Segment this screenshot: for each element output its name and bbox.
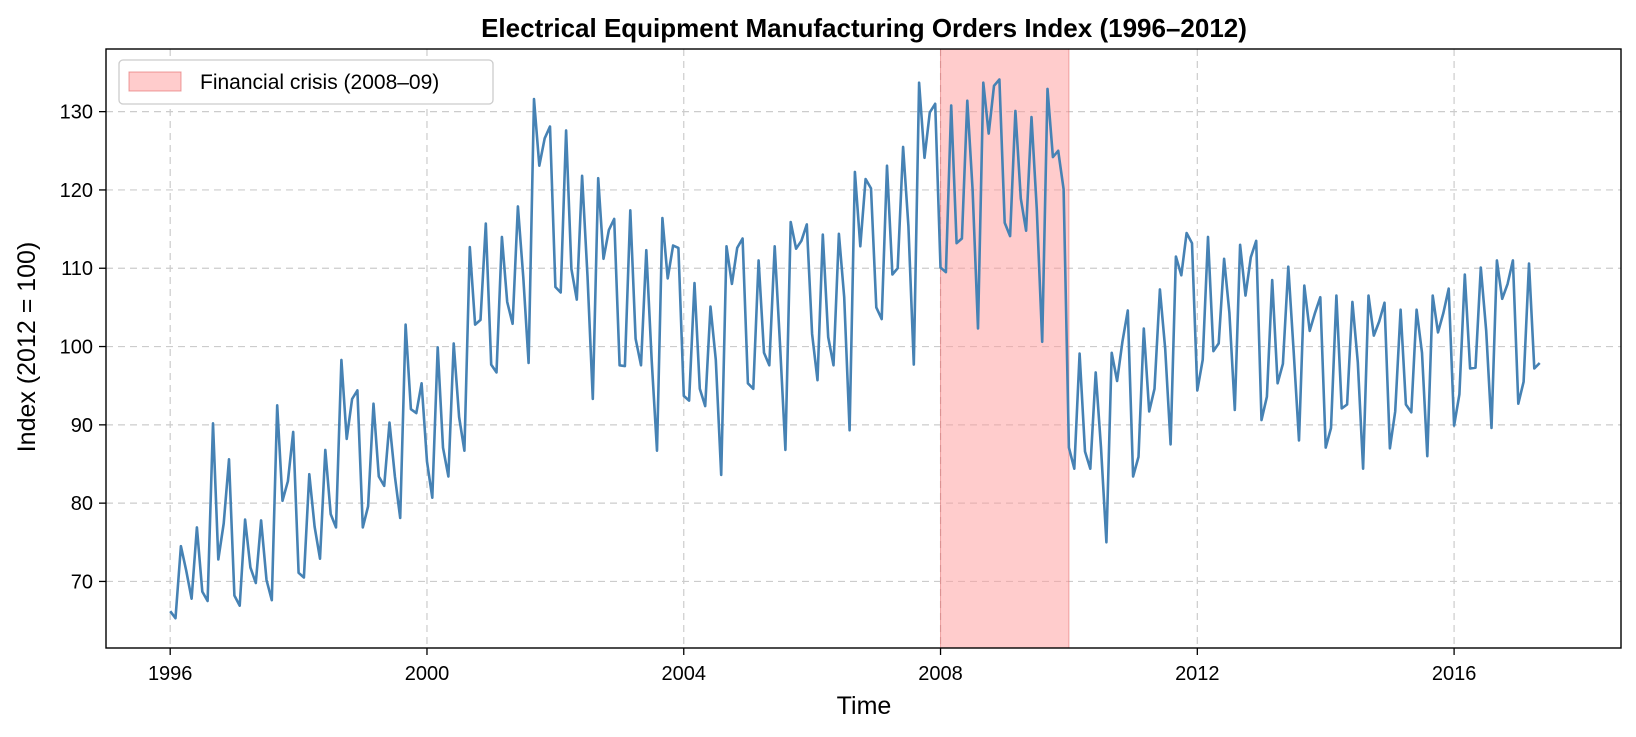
y-tick-label: 110 xyxy=(61,258,93,280)
y-tick-label: 120 xyxy=(60,180,93,202)
x-tick-label: 2004 xyxy=(662,663,707,685)
x-tick-label: 2000 xyxy=(405,663,450,685)
series-line xyxy=(169,78,1541,620)
y-axis: 70 80 90 100 110 120 130 xyxy=(60,102,106,593)
y-tick-label: 130 xyxy=(60,102,93,124)
x-axis-label: Time xyxy=(837,692,892,720)
x-tick-label: 2016 xyxy=(1432,663,1477,685)
chart-title: Electrical Equipment Manufacturing Order… xyxy=(481,13,1247,43)
x-axis: 1996 2000 2004 2008 2012 2016 xyxy=(148,648,1476,685)
financial-crisis-shaded-region xyxy=(940,48,1070,649)
y-axis-label: Index (2012 = 100) xyxy=(13,242,41,453)
legend-swatch xyxy=(128,71,182,92)
legend-label-financial-crisis: Financial crisis (2008–09) xyxy=(200,71,439,94)
legend-box xyxy=(118,59,494,105)
x-tick-label: 2008 xyxy=(918,663,963,685)
x-tick-label: 2012 xyxy=(1175,663,1220,685)
y-tick-label: 80 xyxy=(71,493,93,515)
y-tick-label: 100 xyxy=(60,337,93,359)
grid xyxy=(106,49,1621,648)
y-tick-label: 70 xyxy=(71,571,93,593)
legend: Financial crisis (2008–09) xyxy=(118,59,494,105)
x-tick-label: 1996 xyxy=(148,663,193,685)
plot-frame xyxy=(105,48,1622,649)
y-tick-label: 90 xyxy=(71,415,93,437)
